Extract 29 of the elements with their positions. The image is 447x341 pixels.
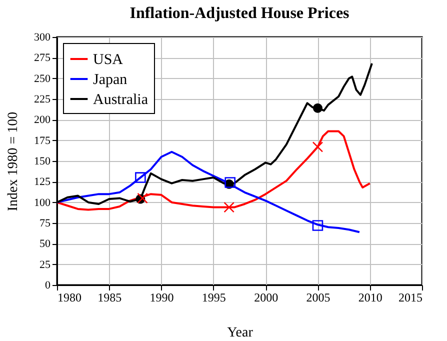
y-tick-label: 0 <box>45 280 51 292</box>
y-tick-label: 50 <box>40 238 51 250</box>
y-tick-label: 75 <box>40 218 51 230</box>
legend-label: Japan <box>93 72 128 88</box>
x-tick-label: 1980 <box>58 290 82 304</box>
y-axis-title: Index 1980 = 100 <box>6 112 21 212</box>
y-tick-label: 175 <box>34 134 51 147</box>
y-tick-label: 275 <box>34 52 51 64</box>
y-tick-label: 150 <box>34 156 51 168</box>
legend-label: Australia <box>93 92 148 108</box>
x-tick-label: 1985 <box>98 290 122 304</box>
y-tick-label: 25 <box>40 258 51 271</box>
y-tick-label: 250 <box>34 72 51 85</box>
x-tick-label: 2005 <box>306 290 330 304</box>
line-series <box>57 150 360 234</box>
x-tick-label: 1990 <box>150 290 174 304</box>
x-tick-label: 1995 <box>202 290 226 304</box>
chart-title: Inflation-Adjusted House Prices <box>130 5 350 22</box>
line-series <box>57 130 371 211</box>
y-tick-label: 100 <box>34 196 51 209</box>
x-axis-title: Year <box>227 326 254 340</box>
y-tick-label: 300 <box>34 32 51 44</box>
legend-label: USA <box>93 52 124 68</box>
y-tick-label: 125 <box>34 176 51 188</box>
y-tick-label: 225 <box>34 94 51 106</box>
x-tick-label: 2010 <box>358 290 382 304</box>
x-tick-label: 2000 <box>254 290 278 304</box>
x-tick-label: 2015 <box>398 290 422 304</box>
y-tick-label: 200 <box>34 114 51 126</box>
